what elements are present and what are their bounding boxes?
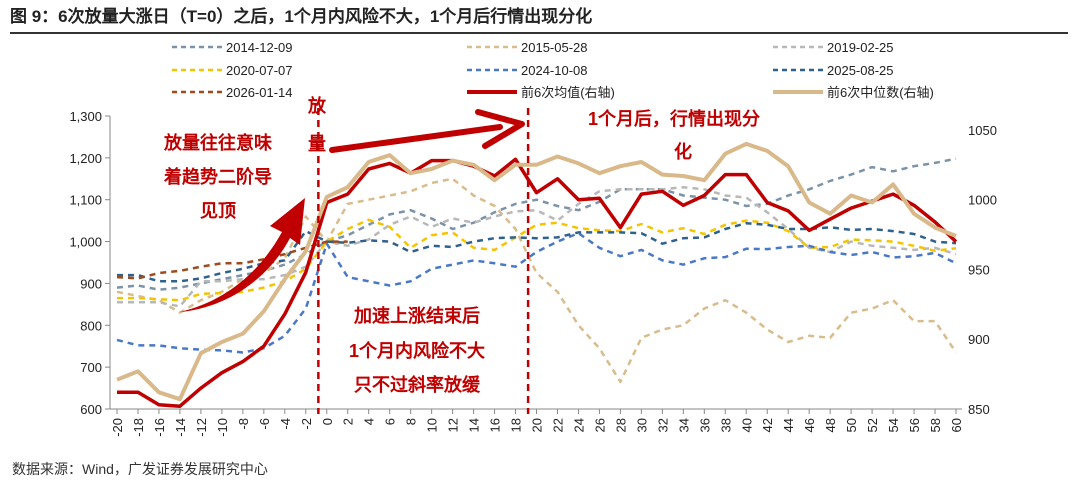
x-tick-label: 22: [550, 418, 565, 432]
right-tick-label: 1050: [968, 123, 997, 138]
annotation-line: 加速上涨结束后: [353, 305, 480, 326]
legend-label: 前6次均值(右轴): [521, 85, 615, 100]
x-tick-label: 52: [865, 418, 880, 432]
annotation-line: 放: [307, 95, 327, 116]
x-tick-label: 32: [655, 418, 670, 432]
left-tick-label: 1,200: [69, 151, 102, 166]
legend-label: 2026-01-14: [226, 85, 293, 100]
x-tick-label: 2: [341, 418, 356, 425]
x-tick-label: 20: [530, 418, 545, 432]
x-tick-label: 16: [488, 418, 503, 432]
legend-label: 2025-08-25: [827, 63, 894, 78]
legend: 2014-12-09 2015-05-28 2019-02-25 2020-07-07…: [172, 40, 934, 100]
x-tick-label: -12: [194, 418, 209, 437]
legend-label: 2020-07-07: [226, 63, 293, 78]
x-tick-label: -18: [131, 418, 146, 437]
x-tick-label: 38: [718, 418, 733, 432]
annotation-line: 放量往往意味: [163, 132, 272, 153]
legend-label: 前6次中位数(右轴): [827, 85, 934, 100]
x-tick-label: 0: [320, 418, 335, 425]
right-tick-label: 950: [968, 262, 990, 277]
annotation-line: 化: [674, 141, 692, 162]
right-tick-label: 850: [968, 402, 990, 417]
x-tick-label: 10: [425, 418, 440, 432]
x-tick-label: 4: [362, 418, 377, 425]
annotation-middle: 加速上涨结束后 1个月内风险不大 只不过斜率放缓: [349, 305, 485, 395]
left-tick-label: 1,100: [69, 193, 102, 208]
left-tick-label: 900: [80, 276, 102, 291]
x-tick-label: -20: [110, 418, 125, 437]
left-tick-label: 700: [80, 360, 102, 375]
x-tick-label: 60: [949, 418, 964, 432]
x-tick-label: -2: [299, 418, 314, 430]
x-tick-label: 24: [571, 418, 586, 432]
annotation-line: 只不过斜率放缓: [354, 374, 481, 395]
left-tick-label: 1,300: [69, 109, 102, 124]
x-tick-label: -8: [236, 418, 251, 430]
event-markers: [317, 108, 530, 414]
x-tick-label: 30: [634, 418, 649, 432]
flat-trend-arrow-shaft: [329, 124, 503, 153]
flat-trend-arrow-head: [475, 109, 525, 149]
axes: 6007008009001,0001,1001,2001,30085090095…: [69, 109, 996, 437]
annotation-line: 着趋势二阶导: [163, 166, 272, 187]
chart-title: 图 9：6次放量大涨日（T=0）之后，1个月内风险不大，1个月后行情出现分化: [10, 6, 592, 26]
x-tick-label: 54: [886, 418, 901, 432]
x-tick-label: 8: [404, 418, 419, 425]
x-tick-label: 48: [823, 418, 838, 432]
annotation-volume: 放 量: [307, 95, 327, 154]
annotation-line: 1个月后，行情出现分: [588, 108, 760, 129]
x-tick-label: 28: [613, 418, 628, 432]
right-tick-label: 900: [968, 332, 990, 347]
legend-label: 2015-05-28: [521, 40, 588, 55]
series-group: [116, 141, 958, 408]
x-tick-label: 50: [844, 418, 859, 432]
x-tick-label: 42: [760, 418, 775, 432]
x-tick-label: -10: [215, 418, 230, 437]
x-tick-label: 36: [697, 418, 712, 432]
legend-label: 2024-10-08: [521, 63, 588, 78]
left-tick-label: 1,000: [69, 235, 102, 250]
annotation-line: 量: [308, 133, 326, 154]
series-line-6median: [116, 141, 957, 402]
x-tick-label: -4: [278, 418, 293, 430]
x-tick-label: 46: [802, 418, 817, 432]
x-tick-label: -14: [173, 418, 188, 437]
x-tick-label: 40: [739, 418, 754, 432]
x-tick-label: 12: [446, 418, 461, 432]
right-tick-label: 1000: [968, 193, 997, 208]
legend-label: 2019-02-25: [827, 40, 894, 55]
x-tick-label: 14: [467, 418, 482, 432]
x-tick-label: 6: [383, 418, 398, 425]
x-tick-label: 34: [676, 418, 691, 432]
x-tick-label: 44: [781, 418, 796, 432]
annotation-left: 放量往往意味 着趋势二阶导 见顶: [163, 132, 272, 221]
uptrend-arrow: [180, 198, 305, 312]
x-tick-label: 18: [509, 418, 524, 432]
series-line-2020-07-07: [117, 218, 957, 302]
x-tick-label: 26: [592, 418, 607, 432]
series-line-6mean: [117, 157, 958, 408]
legend-label: 2014-12-09: [226, 40, 293, 55]
annotation-line: 1个月内风险不大: [349, 340, 485, 361]
left-tick-label: 600: [80, 402, 102, 417]
annotation-line: 见顶: [200, 201, 236, 221]
source-note: 数据来源：Wind，广发证券发展研究中心: [12, 461, 268, 477]
series-line-2014-12-09: [116, 157, 957, 291]
x-tick-label: 56: [907, 418, 922, 432]
x-tick-label: 58: [928, 418, 943, 432]
x-tick-label: -6: [257, 418, 272, 430]
annotation-after: 1个月后，行情出现分 化: [588, 108, 760, 162]
x-tick-label: -16: [152, 418, 167, 437]
left-tick-label: 800: [80, 318, 102, 333]
